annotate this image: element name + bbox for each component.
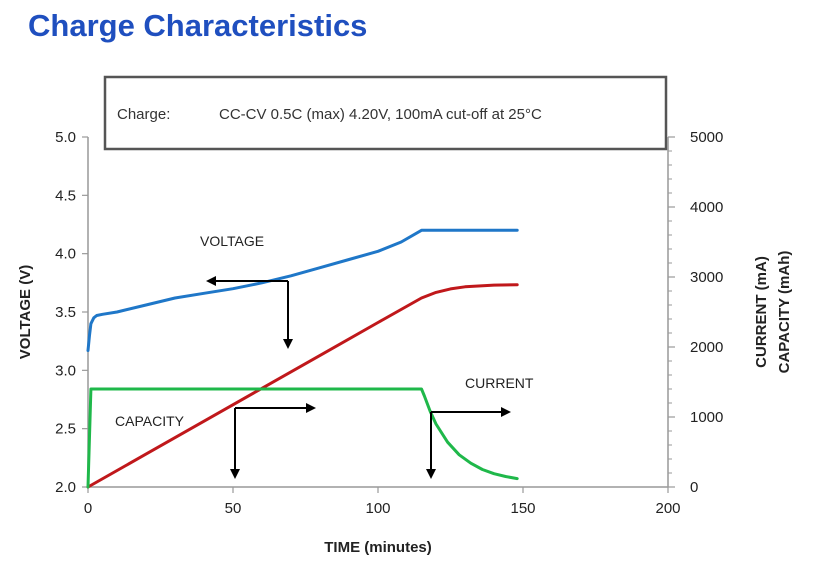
y-left-tick-label: 3.5 [55, 304, 76, 321]
y-left-tick-label: 2.5 [55, 421, 76, 438]
y-left-axis-title: VOLTAGE (V) [17, 265, 34, 359]
y-right-axis-title-capacity: CAPACITY (mAh) [776, 251, 793, 374]
y-left-tick-label: 4.5 [55, 187, 76, 204]
y-left-tick-label: 3.0 [55, 362, 76, 379]
charge-note-text: CC-CV 0.5C (max) 4.20V, 100mA cut-off at… [219, 106, 542, 123]
charge-note-box: Charge: CC-CV 0.5C (max) 4.20V, 100mA cu… [103, 75, 668, 151]
x-tick-label: 100 [365, 500, 390, 517]
y-right-tick-label: 1000 [690, 409, 723, 426]
x-tick-label: 200 [655, 500, 680, 517]
x-tick-label: 150 [510, 500, 535, 517]
y-right-tick-label: 5000 [690, 129, 723, 146]
y-left-tick-label: 4.0 [55, 246, 76, 263]
x-tick-label: 50 [225, 500, 242, 517]
chart-title: Charge Characteristics [28, 8, 368, 43]
series-line-capacity [86, 283, 519, 489]
series-line-current [86, 387, 519, 489]
y-right-tick-label: 2000 [690, 339, 723, 356]
y-left-tick-label: 2.0 [55, 479, 76, 496]
axes: 0 50 100 150 200 2.0 2.5 3.0 3.5 4.0 4.5 5.0 0 1000 20… [17, 129, 793, 556]
x-axis-title: TIME (minutes) [324, 539, 432, 556]
series-layer [86, 228, 519, 489]
capacity-annotation-label: CAPACITY [115, 413, 185, 429]
x-tick-label: 0 [84, 500, 92, 517]
annotations: VOLTAGE CAPACITY CURRENT [115, 233, 534, 479]
voltage-annotation-label: VOLTAGE [200, 233, 264, 249]
y-right-tick-label: 0 [690, 479, 698, 496]
y-right-tick-label: 3000 [690, 269, 723, 286]
y-right-tick-label: 4000 [690, 199, 723, 216]
y-right-axis-title-current: CURRENT (mA) [753, 256, 770, 368]
series-line-voltage [86, 228, 519, 352]
charge-note-label: Charge: [117, 106, 170, 123]
y-left-tick-label: 5.0 [55, 129, 76, 146]
current-annotation-label: CURRENT [465, 375, 534, 391]
